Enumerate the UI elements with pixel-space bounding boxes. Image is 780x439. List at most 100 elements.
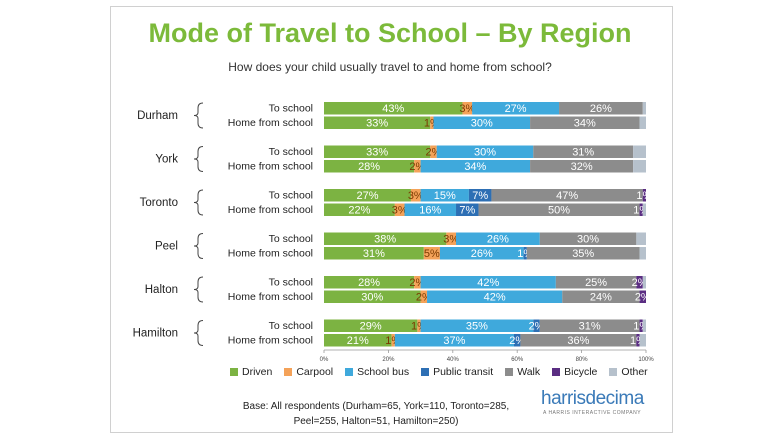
bar-segment — [324, 319, 418, 332]
brace-icon — [193, 146, 204, 172]
data-label: 3% — [443, 234, 459, 246]
legend-label: Driven — [242, 366, 273, 378]
bar-segment — [436, 145, 534, 158]
bar-segment — [430, 145, 437, 158]
data-label: 47% — [556, 190, 578, 202]
data-label: 33% — [366, 147, 388, 159]
region-label: York — [155, 153, 178, 165]
legend-label: Other — [621, 366, 648, 378]
bar-segment — [636, 232, 646, 245]
bar-segment — [394, 203, 405, 216]
row-label: To school — [269, 320, 313, 332]
base-note-line-1: Base: All respondents (Durham=65, York=1… — [242, 401, 510, 412]
data-label: 21% — [347, 335, 369, 347]
row-label: To school — [269, 277, 313, 289]
data-label: 1% — [633, 205, 649, 217]
brace-icon — [193, 189, 204, 216]
chart-title: Mode of Travel to School – By Region — [148, 18, 632, 48]
row-label: Home from school — [228, 335, 313, 347]
data-label: 15% — [434, 190, 456, 202]
bar-segment — [410, 189, 421, 202]
row-label: Home from school — [228, 204, 313, 216]
bar-segment — [472, 102, 560, 115]
row-label: Home from school — [228, 248, 313, 260]
bar-segment — [633, 160, 646, 173]
bar-segment — [420, 189, 469, 202]
bar-segment — [324, 116, 431, 129]
data-label: 37% — [443, 335, 465, 347]
x-tick-label: 0% — [320, 357, 329, 363]
legend-swatch — [345, 368, 354, 376]
data-label: 30% — [471, 118, 493, 130]
data-label: 43% — [382, 103, 404, 115]
data-label: 30% — [474, 147, 496, 159]
bar-segment — [530, 160, 634, 173]
bar-segment — [559, 102, 643, 115]
data-label: 16% — [419, 205, 441, 217]
bar-segment — [430, 116, 434, 129]
row-label: Home from school — [228, 117, 313, 129]
bar-segment — [555, 276, 637, 289]
data-label: 25% — [585, 277, 607, 289]
bar-segment — [523, 247, 527, 260]
data-label: 36% — [567, 335, 589, 347]
data-label: 28% — [358, 161, 380, 173]
bar-segment — [439, 247, 524, 260]
bar-segment — [562, 290, 640, 303]
base-note: Base: All respondents (Durham=65, York=1… — [216, 399, 536, 429]
bar-segment — [642, 319, 646, 332]
bar-segment — [446, 232, 457, 245]
row-label: To school — [269, 233, 313, 245]
bar-segment — [324, 247, 424, 260]
bar-segment — [324, 145, 431, 158]
data-label: 7% — [472, 190, 488, 202]
x-tick-label: 40% — [447, 357, 460, 363]
data-label: 26% — [590, 103, 612, 115]
x-tick-label: 20% — [382, 357, 395, 363]
bar-segment — [633, 145, 646, 158]
bar-segment — [420, 276, 556, 289]
bar-segment — [520, 334, 637, 347]
data-label: 34% — [464, 161, 486, 173]
data-label: 35% — [466, 321, 488, 333]
legend-item: Bicycle — [552, 366, 597, 378]
bar-segment — [642, 276, 646, 289]
bar-segment — [324, 232, 447, 245]
harrisdecima-logo: harrisdecima A HARRIS INTERACTIVE COMPAN… — [541, 388, 659, 416]
bar-segment — [636, 334, 640, 347]
logo-tagline: A HARRIS INTERACTIVE COMPANY — [543, 410, 642, 416]
bar-segment — [636, 276, 643, 289]
data-label: 22% — [348, 205, 370, 217]
bar-segment — [530, 116, 640, 129]
bar-segment — [324, 102, 463, 115]
legend-label: Bicycle — [564, 366, 598, 378]
brace-icon — [193, 233, 204, 259]
data-label: 2% — [635, 292, 651, 304]
bar-segment — [414, 160, 421, 173]
row-label: Home from school — [228, 161, 313, 173]
bar-segment — [420, 319, 534, 332]
legend-swatch — [505, 368, 514, 376]
bar-segment — [324, 334, 392, 347]
bar-segment — [433, 116, 531, 129]
bar-segment — [456, 232, 540, 245]
bar-segment — [526, 247, 640, 260]
data-label: 5% — [424, 248, 440, 260]
bar-segment — [324, 276, 415, 289]
bar-segment — [427, 290, 563, 303]
bar-segment — [324, 189, 411, 202]
legend-item: School bus — [345, 366, 409, 378]
data-label: 1% — [633, 321, 649, 333]
x-tick-label: 80% — [576, 357, 589, 363]
data-label: 34% — [574, 118, 596, 130]
data-label: 30% — [577, 234, 599, 246]
bar-segment — [414, 276, 421, 289]
data-label: 32% — [571, 161, 593, 173]
region-label: Halton — [145, 284, 178, 296]
data-label: 3% — [408, 190, 424, 202]
data-label: 31% — [572, 147, 594, 159]
data-label: 26% — [487, 234, 509, 246]
data-label: 31% — [363, 248, 385, 260]
data-label: 7% — [459, 205, 475, 217]
